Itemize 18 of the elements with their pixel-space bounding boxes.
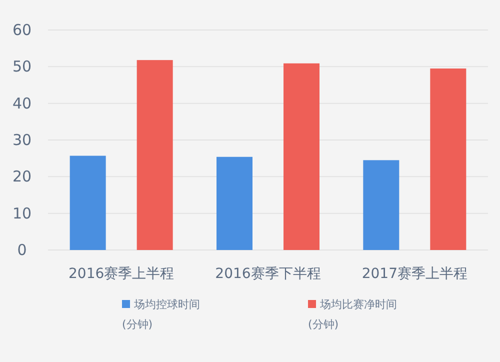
y-tick-label: 50 [12,58,32,76]
legend-label: 场均比赛净时间 (分钟) [308,298,397,331]
bar [136,60,173,250]
bar [363,160,400,250]
bar [430,68,466,250]
y-tick-label: 40 [12,94,32,112]
y-tick-label: 20 [12,168,32,186]
y-tick-label: 0 [17,241,27,259]
bar [284,63,320,250]
y-tick-label: 30 [12,131,32,149]
legend-label: 场均控球时间 (分钟) [122,298,200,331]
x-tick-label: 2016赛季上半程 [68,266,174,282]
bar [70,156,106,250]
y-tick-label: 60 [12,21,32,39]
x-tick-label: 2017赛季上半程 [362,266,468,282]
y-tick-label: 10 [12,204,32,222]
bar [216,156,252,250]
x-tick-label: 2016赛季下半程 [215,266,321,282]
